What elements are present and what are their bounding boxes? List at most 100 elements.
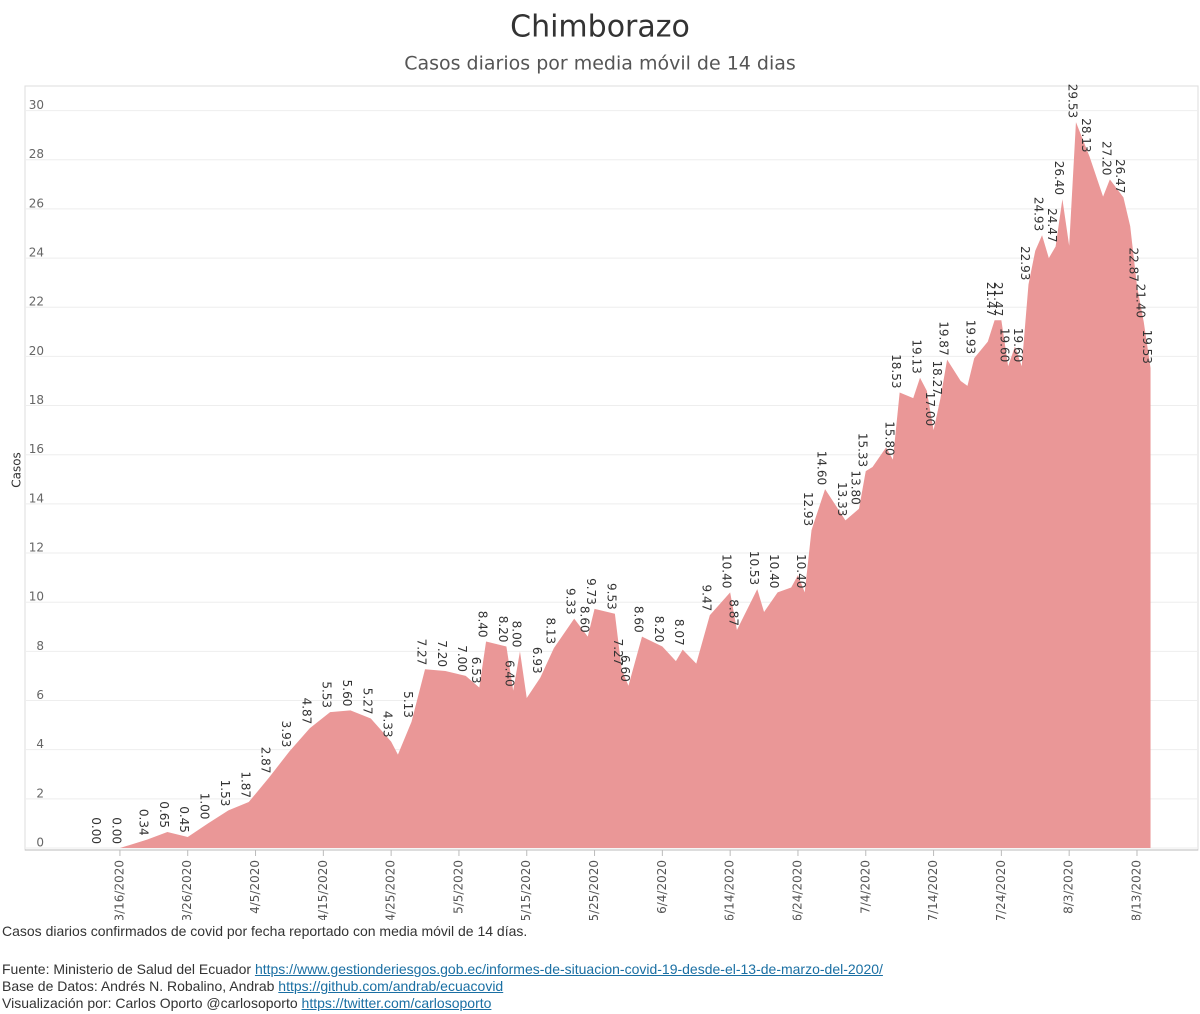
- data-label: 28.13: [1079, 118, 1093, 152]
- x-tick-label: 3/16/2020: [112, 860, 126, 920]
- y-tick-label: 12: [29, 541, 44, 555]
- y-tick-label: 26: [29, 196, 44, 210]
- x-tick-label: 7/14/2020: [926, 860, 940, 920]
- data-label: 6.60: [618, 655, 632, 682]
- x-tick-label: 4/25/2020: [384, 860, 398, 920]
- data-label: 9.47: [699, 585, 713, 612]
- y-tick-label: 6: [36, 688, 44, 702]
- chart-subtitle: Casos diarios por media móvil de 14 dias: [404, 53, 796, 75]
- footer-line: Visualización por: Carlos Oporto @carlos…: [2, 995, 491, 1011]
- y-tick-label: 30: [29, 98, 44, 112]
- data-label: 4.87: [299, 698, 313, 725]
- y-tick-label: 24: [29, 246, 44, 260]
- data-label: 8.13: [543, 617, 557, 644]
- y-tick-label: 2: [36, 786, 44, 800]
- footer-label: Visualización por: Carlos Oporto @carlos…: [2, 995, 298, 1011]
- data-label: 1.87: [238, 771, 252, 798]
- y-tick-label: 14: [29, 491, 44, 505]
- x-tick-label: 5/15/2020: [519, 860, 533, 920]
- data-label: 8.20: [496, 616, 510, 643]
- data-label: 5.13: [401, 691, 415, 718]
- data-label: 6.40: [503, 660, 517, 687]
- footer-link[interactable]: https://www.gestionderiesgos.gob.ec/info…: [254, 961, 883, 977]
- data-label: 22.93: [1018, 246, 1032, 280]
- data-label: 6.93: [530, 647, 544, 674]
- data-label: 21.47: [991, 282, 1005, 316]
- data-label: 0.65: [157, 801, 171, 828]
- data-label: 0.00: [89, 817, 103, 844]
- data-label: 10.53: [747, 551, 761, 585]
- x-tick-label: 4/15/2020: [316, 860, 330, 920]
- data-label: 0.00: [109, 817, 123, 844]
- data-label: 8.20: [652, 616, 666, 643]
- x-tick-label: 6/14/2020: [723, 860, 737, 920]
- footer-label: Base de Datos: Andrés N. Robalino, Andra…: [2, 978, 275, 994]
- y-tick-label: 8: [36, 639, 44, 653]
- data-label: 8.60: [577, 606, 591, 633]
- data-label: 21.40: [1133, 284, 1147, 318]
- data-label: 9.33: [564, 588, 578, 615]
- x-tick-label: 5/25/2020: [587, 860, 601, 920]
- data-label: 5.53: [320, 681, 334, 708]
- data-label: 6.53: [469, 657, 483, 684]
- data-label: 14.60: [815, 451, 829, 485]
- data-label: 15.80: [882, 421, 896, 455]
- x-tick-label: 7/24/2020: [994, 860, 1008, 920]
- data-label: 29.53: [1065, 84, 1079, 118]
- data-label: 5.60: [340, 680, 354, 707]
- x-tick-label: 6/4/2020: [655, 860, 669, 914]
- footer-label: Fuente: Ministerio de Salud del Ecuador: [2, 961, 252, 977]
- data-label: 19.53: [1140, 330, 1154, 364]
- x-tick-label: 5/5/2020: [451, 860, 465, 914]
- data-label: 8.07: [672, 619, 686, 646]
- footer-note: Casos diarios confirmados de covid por f…: [2, 923, 528, 939]
- data-label: 0.45: [177, 806, 191, 833]
- data-label: 0.34: [137, 809, 151, 836]
- y-tick-label: 20: [29, 344, 44, 358]
- footer-line: Base de Datos: Andrés N. Robalino, Andra…: [2, 978, 503, 994]
- data-label: 2.87: [259, 747, 273, 774]
- y-tick-label: 10: [29, 590, 44, 604]
- x-tick-label: 7/4/2020: [858, 860, 872, 914]
- chart: Chimborazo Casos diarios por media móvil…: [10, 10, 1199, 920]
- data-label: 19.60: [1011, 328, 1025, 362]
- data-label: 12.93: [801, 492, 815, 526]
- data-label: 8.60: [632, 606, 646, 633]
- data-label: 19.60: [998, 328, 1012, 362]
- data-label: 7.27: [611, 639, 625, 666]
- data-label: 15.33: [855, 433, 869, 467]
- x-tick-label: 6/24/2020: [790, 860, 804, 920]
- y-tick-label: 0: [36, 836, 44, 850]
- data-label: 19.93: [964, 320, 978, 354]
- data-label: 7.00: [455, 645, 469, 672]
- data-label: 13.80: [848, 470, 862, 504]
- y-tick-label: 16: [29, 442, 44, 456]
- data-label: 1.53: [218, 780, 232, 807]
- data-label: 26.47: [1113, 159, 1127, 193]
- data-label: 9.53: [604, 583, 618, 610]
- footer-link[interactable]: https://twitter.com/carlosoporto: [301, 995, 492, 1011]
- area: [99, 122, 1151, 848]
- data-label: 13.33: [835, 482, 849, 516]
- chart-title: Chimborazo: [510, 10, 690, 45]
- data-label: 21.47: [984, 282, 998, 316]
- x-tick-label: 8/13/2020: [1129, 860, 1143, 920]
- data-label: 10.40: [767, 554, 781, 588]
- data-label: 24.93: [1032, 197, 1046, 231]
- data-label: 8.40: [476, 611, 490, 638]
- data-label: 10.40: [794, 554, 808, 588]
- data-label: 4.33: [381, 711, 395, 738]
- footer-link[interactable]: https://github.com/andrab/ecuacovid: [278, 978, 504, 994]
- data-label: 18.27: [930, 361, 944, 395]
- y-tick-label: 22: [29, 295, 44, 309]
- data-label: 3.93: [279, 721, 293, 748]
- data-label: 19.87: [937, 321, 951, 355]
- data-label: 1.00: [198, 793, 212, 820]
- x-tick-label: 4/5/2020: [248, 860, 262, 914]
- data-label: 22.87: [1126, 247, 1140, 281]
- data-label: 24.47: [1045, 208, 1059, 242]
- data-label: 18.53: [889, 354, 903, 388]
- data-label: 27.20: [1099, 141, 1113, 175]
- data-label: 26.40: [1052, 161, 1066, 195]
- data-label: 7.27: [415, 639, 429, 666]
